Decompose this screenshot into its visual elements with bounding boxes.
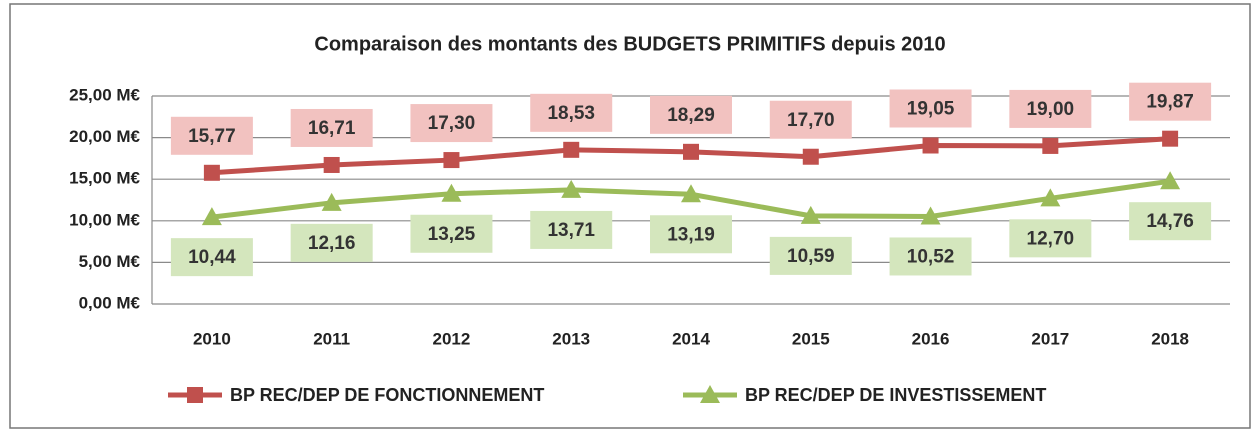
marker [187, 387, 203, 403]
value-label: 12,16 [308, 233, 356, 254]
value-label-box [889, 89, 972, 128]
x-tick-label: 2018 [1151, 329, 1189, 348]
y-tick-label: 25,00 M€ [69, 85, 140, 104]
value-label: 13,25 [428, 224, 476, 245]
value-label-box [410, 104, 493, 143]
marker [1040, 188, 1061, 207]
legend-label: BP REC/DEP DE INVESTISSEMENT [745, 385, 1046, 405]
value-label-box [290, 223, 373, 262]
legend-label: BP REC/DEP DE FONCTIONNEMENT [230, 385, 544, 405]
marker [920, 206, 941, 225]
marker [443, 152, 460, 169]
value-label-box [769, 236, 852, 275]
value-label: 16,71 [308, 118, 356, 139]
value-label-box [1129, 82, 1212, 121]
value-label: 14,76 [1146, 211, 1194, 232]
value-label: 19,00 [1027, 99, 1075, 120]
y-tick-label: 0,00 M€ [79, 293, 141, 312]
value-label-box [769, 100, 852, 139]
value-label: 13,19 [667, 224, 715, 245]
marker [441, 183, 462, 202]
x-tick-label: 2016 [912, 329, 950, 348]
marker [800, 205, 821, 224]
value-label: 19,05 [907, 99, 955, 120]
value-label: 10,44 [188, 247, 236, 268]
value-label-box [290, 108, 373, 147]
value-label: 13,71 [547, 220, 595, 241]
y-tick-label: 5,00 M€ [79, 252, 141, 271]
value-label-box [889, 237, 972, 276]
chart-title: Comparaison des montants des BUDGETS PRI… [314, 33, 945, 55]
marker [681, 184, 701, 203]
chart-frame [9, 3, 1251, 429]
value-label-box [1009, 219, 1092, 258]
x-tick-label: 2017 [1031, 329, 1069, 348]
y-tick-label: 20,00 M€ [69, 127, 140, 146]
value-label: 12,70 [1027, 228, 1075, 249]
value-label-box [1129, 202, 1212, 241]
marker [323, 156, 340, 173]
value-label: 18,29 [667, 105, 715, 126]
y-tick-label: 15,00 M€ [69, 169, 140, 188]
value-label: 10,59 [787, 246, 835, 267]
value-label: 19,87 [1146, 92, 1194, 113]
marker [201, 207, 222, 226]
x-tick-label: 2011 [313, 329, 350, 348]
value-label: 17,70 [787, 110, 835, 131]
value-label-box [530, 93, 613, 132]
marker [563, 141, 580, 158]
x-tick-label: 2013 [552, 329, 590, 348]
marker [203, 164, 220, 181]
marker [683, 143, 699, 160]
marker [561, 179, 582, 198]
value-label-box [650, 215, 732, 254]
value-label-box [650, 95, 732, 134]
value-label: 10,52 [907, 246, 955, 267]
marker [1160, 171, 1181, 190]
value-label: 15,77 [188, 126, 236, 147]
marker [321, 192, 342, 211]
marker [1042, 137, 1059, 154]
marker [700, 385, 720, 403]
value-label-box [1009, 89, 1092, 128]
marker [922, 137, 939, 154]
value-label-box [530, 210, 613, 249]
x-tick-label: 2010 [193, 329, 231, 348]
x-tick-label: 2014 [672, 329, 710, 348]
marker [802, 148, 819, 165]
value-label-box [170, 116, 253, 155]
value-label: 18,53 [547, 103, 595, 124]
y-tick-label: 10,00 M€ [69, 210, 140, 229]
value-label-box [410, 214, 493, 253]
value-label-box [170, 238, 253, 277]
marker [1162, 130, 1179, 147]
value-label: 17,30 [428, 113, 476, 134]
x-tick-label: 2012 [433, 329, 471, 348]
x-tick-label: 2015 [792, 329, 830, 348]
